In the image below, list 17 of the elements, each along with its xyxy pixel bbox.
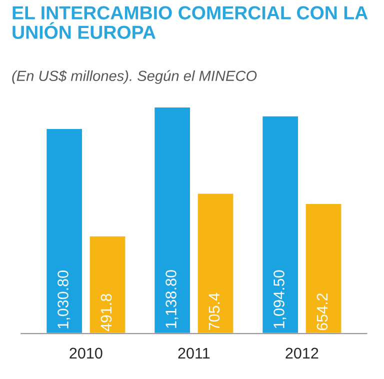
data-label: 1,138.80 — [166, 270, 178, 328]
data-label: 1,030.80 — [58, 270, 70, 328]
chart-title: EL INTERCAMBIO COMERCIAL CON LA UNIÓN EUROPA — [12, 6, 368, 39]
x-tick-label: 2011 — [178, 348, 210, 359]
bar — [88, 234, 127, 334]
data-label: 1,094.50 — [274, 270, 286, 328]
bar — [196, 192, 235, 334]
bar — [261, 114, 300, 334]
x-tick-label: 2010 — [70, 348, 102, 359]
bar — [45, 128, 84, 334]
x-tick-label: 2012 — [286, 348, 318, 359]
chart-subtitle: (En US$ millones). Según el MINECO — [12, 70, 257, 84]
bar — [304, 202, 343, 334]
bar — [153, 106, 192, 334]
data-label: 705.4 — [208, 292, 220, 330]
data-label: 654.2 — [316, 293, 328, 330]
data-label: 491.8 — [100, 294, 112, 332]
